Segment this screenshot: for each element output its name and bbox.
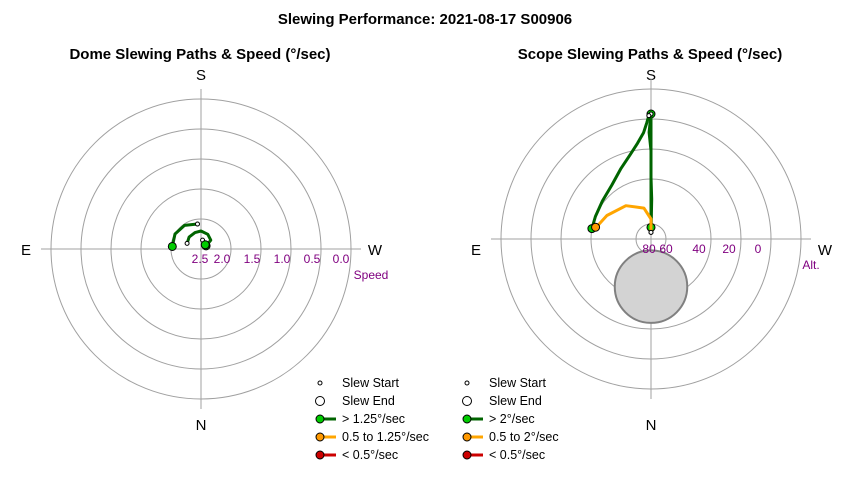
- scope-legend-label: < 0.5°/sec: [489, 448, 545, 462]
- dome-axis-label: Speed: [354, 268, 389, 282]
- scope-legend-label: Slew End: [489, 394, 542, 408]
- dome-slew-end-marker: [167, 241, 177, 251]
- scope-legend-item: Slew End: [462, 394, 542, 408]
- scope-slew-start-marker: [646, 113, 652, 119]
- scope-tick-labels: 80 60 40 20 0 Alt.: [642, 242, 819, 272]
- dome-tick-label: 1.5: [244, 252, 261, 266]
- scope-slew-start-marker: [648, 229, 654, 235]
- dome-grid: [41, 89, 361, 409]
- dome-chart-title: Dome Slewing Paths & Speed (°/sec): [69, 46, 330, 63]
- dome-tick-label: 0.0: [333, 252, 350, 266]
- dome-legend-label: > 1.25°/sec: [342, 412, 405, 426]
- scope-legend-item: > 2°/sec: [462, 412, 535, 426]
- scope-legend-swatch: [462, 450, 472, 460]
- scope-compass-north: N: [646, 417, 657, 434]
- dome-slew-paths: [167, 221, 213, 251]
- dome-legend-item: 0.5 to 1.25°/sec: [315, 430, 429, 444]
- scope-axis-label: Alt.: [802, 258, 819, 272]
- scope-legend-swatch: [462, 432, 472, 442]
- scope-legend-item: 0.5 to 2°/sec: [462, 430, 559, 444]
- scope-tick-label: 80: [642, 242, 656, 256]
- scope-tick-label: 0: [755, 242, 762, 256]
- scope-compass-west: W: [818, 242, 833, 259]
- scope-legend-swatch: [462, 414, 472, 424]
- scope-legend-end-marker: [462, 396, 472, 406]
- dome-compass-west: W: [368, 242, 383, 259]
- scope-legend-label: > 2°/sec: [489, 412, 535, 426]
- scope-legend-start-marker: [464, 380, 470, 386]
- dome-tick-label: 1.0: [274, 252, 291, 266]
- dome-legend-item: Slew Start: [317, 376, 399, 390]
- scope-legend-label: 0.5 to 2°/sec: [489, 430, 559, 444]
- scope-tick-label: 60: [659, 242, 673, 256]
- scope-compass-east: E: [471, 242, 481, 259]
- dome-legend: Slew Start Slew End > 1.25°/sec 0.5 to 1.25…: [315, 376, 429, 462]
- scope-slew-path-2: [590, 114, 651, 231]
- dome-legend-item: > 1.25°/sec: [315, 412, 405, 426]
- scope-slew-path-1: [649, 112, 654, 229]
- scope-compass-south: S: [646, 67, 656, 84]
- dome-legend-item: < 0.5°/sec: [315, 448, 398, 462]
- dome-slew-start-marker: [194, 221, 200, 227]
- dome-tick-label: 0.5: [304, 252, 321, 266]
- scope-tick-label: 20: [722, 242, 736, 256]
- scope-slew-end-marker: [591, 222, 601, 232]
- dome-tick-label: 2.5: [192, 252, 209, 266]
- scope-legend: Slew Start Slew End > 2°/sec 0.5 to 2°/sec <…: [462, 376, 559, 462]
- dome-compass-south: S: [196, 67, 206, 84]
- dome-tick-label: 2.0: [214, 252, 231, 266]
- dome-tick-labels: 2.5 2.0 1.5 1.0 0.5 0.0 Speed: [192, 252, 389, 282]
- dome-legend-label: Slew End: [342, 394, 395, 408]
- dome-legend-label: 0.5 to 1.25°/sec: [342, 430, 429, 444]
- dome-legend-label: < 0.5°/sec: [342, 448, 398, 462]
- dome-legend-swatch: [315, 450, 325, 460]
- scope-legend-item: Slew Start: [464, 376, 546, 390]
- dome-slew-path-1: [170, 222, 199, 248]
- dome-legend-swatch: [315, 432, 325, 442]
- dome-polar-plot: Dome Slewing Paths & Speed (°/sec) S E W…: [21, 46, 429, 462]
- dome-compass-north: N: [196, 417, 207, 434]
- dome-legend-start-marker: [317, 380, 323, 386]
- dome-slew-start-marker: [184, 240, 190, 246]
- scope-legend-item: < 0.5°/sec: [462, 448, 545, 462]
- scope-tick-label: 40: [692, 242, 706, 256]
- dome-legend-swatch: [315, 414, 325, 424]
- dome-legend-item: Slew End: [315, 394, 395, 408]
- dome-compass-east: E: [21, 242, 31, 259]
- scope-obstruction-disc: [613, 249, 689, 324]
- scope-polar-plot: Scope Slewing Paths & Speed (°/sec) S E …: [462, 46, 833, 462]
- scope-chart-title: Scope Slewing Paths & Speed (°/sec): [518, 46, 782, 63]
- scope-slew-path-3: [594, 204, 653, 234]
- dome-slew-end-marker: [200, 240, 210, 250]
- figure-title: Slewing Performance: 2021-08-17 S00906: [278, 11, 572, 28]
- dome-slew-path-0: [185, 229, 213, 248]
- dome-legend-end-marker: [315, 396, 325, 406]
- dome-legend-label: Slew Start: [342, 376, 399, 390]
- scope-slew-paths: [587, 109, 656, 235]
- scope-legend-label: Slew Start: [489, 376, 546, 390]
